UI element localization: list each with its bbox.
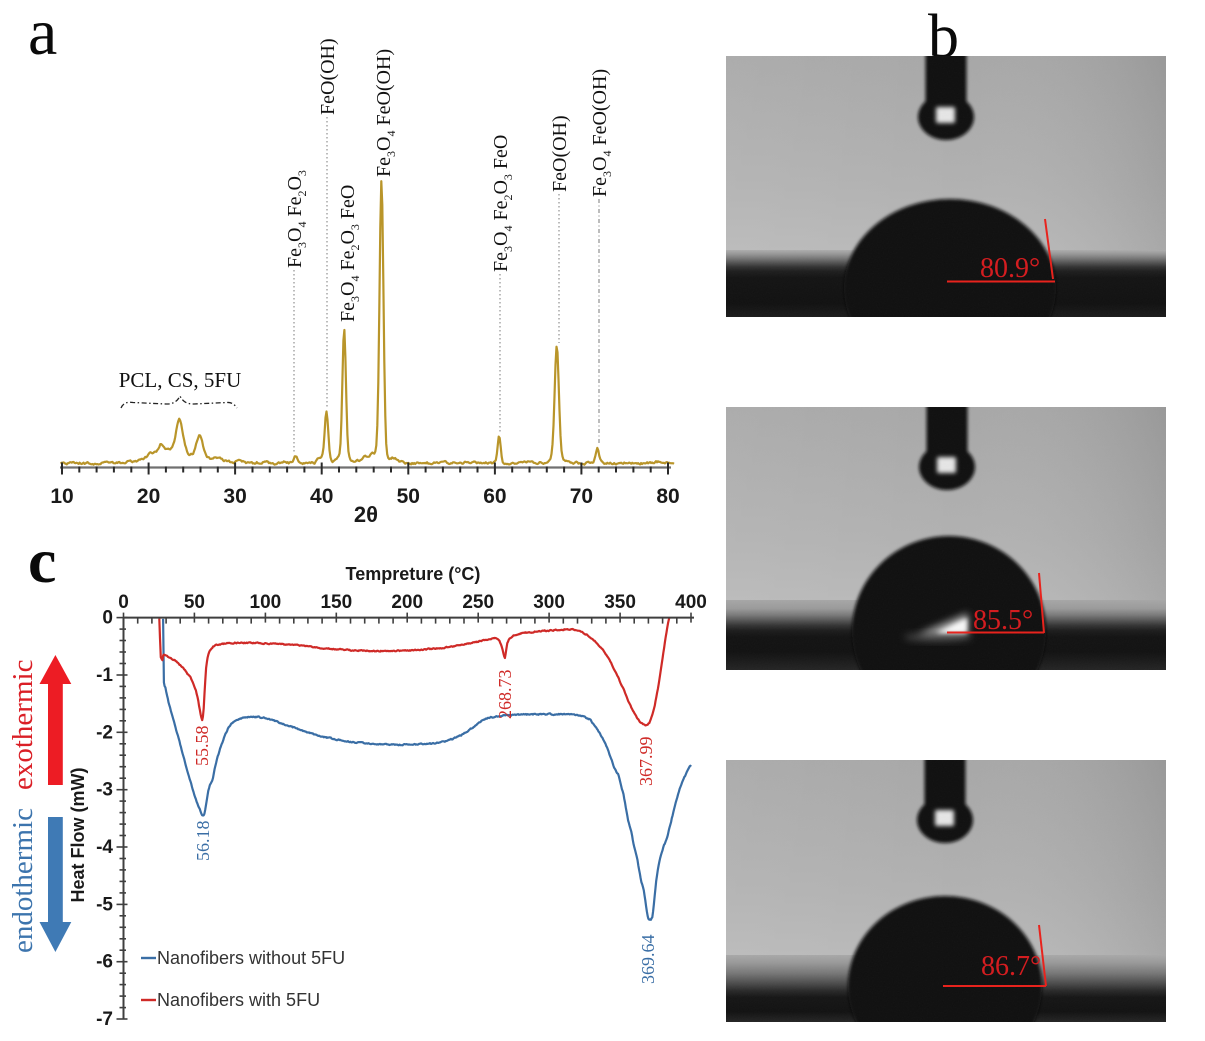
svg-text:endothermic: endothermic (7, 808, 39, 953)
svg-text:PCL, CS, 5FU: PCL, CS, 5FU (119, 368, 242, 392)
svg-text:367.99: 367.99 (636, 737, 656, 787)
svg-text:56.18: 56.18 (193, 821, 213, 862)
svg-text:2θ: 2θ (354, 502, 378, 527)
svg-text:268.73: 268.73 (495, 670, 515, 720)
svg-text:Tempreture (°C): Tempreture (°C) (346, 564, 481, 584)
svg-text:Nanofibers without 5FU: Nanofibers without 5FU (157, 948, 345, 968)
svg-text:-6: -6 (96, 952, 113, 973)
svg-text:400: 400 (675, 592, 707, 613)
svg-text:86.7°: 86.7° (981, 951, 1041, 982)
svg-text:FeO(OH): FeO(OH) (317, 38, 339, 115)
svg-text:-1: -1 (96, 665, 113, 686)
svg-text:10: 10 (50, 485, 73, 508)
svg-text:40: 40 (310, 485, 333, 508)
svg-text:369.64: 369.64 (638, 935, 658, 985)
svg-text:FeO(OH): FeO(OH) (549, 115, 571, 192)
svg-text:Heat Flow (mW): Heat Flow (mW) (68, 768, 88, 903)
svg-text:100: 100 (250, 592, 282, 613)
svg-text:Fe3​O4​ FeO(OH): Fe3​O4​ FeO(OH) (373, 49, 398, 177)
svg-text:Fe3​O4​ FeO(OH): Fe3​O4​ FeO(OH) (589, 69, 614, 197)
svg-text:-3: -3 (96, 780, 113, 801)
svg-text:Fe3​O4​ Fe2​O3​: Fe3​O4​ Fe2​O3​ (284, 170, 309, 268)
svg-text:150: 150 (320, 592, 352, 613)
svg-text:0: 0 (102, 608, 113, 629)
svg-text:Fe3​O4​ Fe2​O3​ FeO: Fe3​O4​ Fe2​O3​ FeO (490, 135, 515, 272)
svg-text:0: 0 (118, 592, 129, 613)
svg-text:50: 50 (397, 485, 420, 508)
svg-text:55.58: 55.58 (192, 726, 212, 767)
svg-text:-4: -4 (96, 837, 113, 858)
svg-text:80.9°: 80.9° (980, 253, 1040, 284)
svg-text:70: 70 (570, 485, 593, 508)
svg-text:Fe3​O4​ Fe2​O3​ FeO: Fe3​O4​ Fe2​O3​ FeO (337, 185, 362, 322)
svg-text:20: 20 (137, 485, 160, 508)
svg-text:250: 250 (462, 592, 494, 613)
svg-text:-2: -2 (96, 722, 113, 743)
svg-text:200: 200 (391, 592, 423, 613)
svg-text:exothermic: exothermic (7, 660, 39, 790)
svg-text:300: 300 (533, 592, 565, 613)
svg-text:80: 80 (656, 485, 679, 508)
svg-text:Nanofibers with 5FU: Nanofibers with 5FU (157, 990, 320, 1010)
svg-text:30: 30 (223, 485, 246, 508)
svg-text:-5: -5 (96, 894, 113, 915)
svg-text:50: 50 (184, 592, 205, 613)
svg-text:60: 60 (483, 485, 506, 508)
svg-text:85.5°: 85.5° (973, 605, 1033, 636)
svg-text:-7: -7 (96, 1009, 113, 1030)
svg-text:350: 350 (604, 592, 636, 613)
